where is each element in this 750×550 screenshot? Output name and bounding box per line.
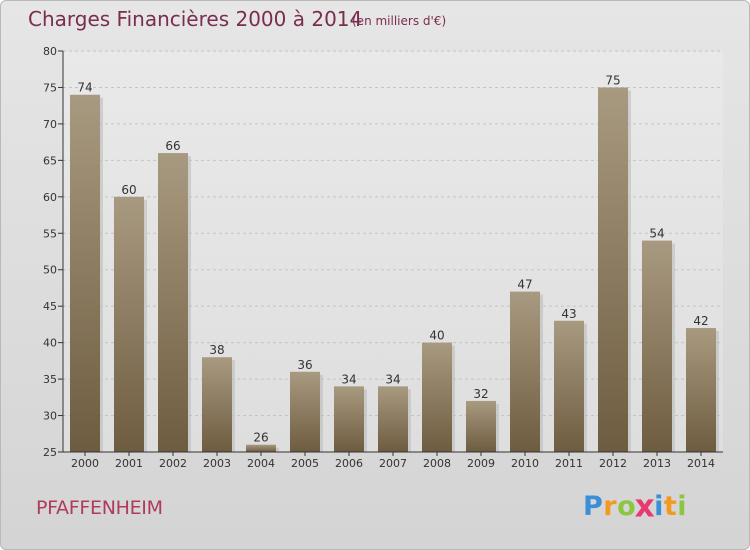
bar-chart: 25 30 35 40 45 50 55 60 65 70 75 80 74 60 66 38 26 36 34 3… [43,45,723,470]
bar-2014 [686,328,716,452]
bar-2002 [158,153,188,452]
data-label: 40 [429,329,444,343]
x-tick-label: 2014 [687,457,715,470]
logo-letter: P [583,491,604,522]
logo-letter: i [677,491,688,522]
bar-2013 [642,240,672,452]
x-tick-label: 2012 [599,457,627,470]
x-tick-label: 2005 [291,457,319,470]
data-label: 47 [517,278,532,292]
y-tick-label: 35 [43,373,57,386]
data-label: 66 [165,139,180,153]
data-label: 43 [561,307,576,321]
x-tick-label: 2008 [423,457,451,470]
y-tick-label: 55 [43,227,57,240]
y-tick-label: 40 [43,337,57,350]
data-label: 74 [77,81,92,95]
y-tick-label: 30 [43,410,57,423]
bars [70,87,719,453]
data-label: 38 [209,343,224,357]
data-labels: 74 60 66 38 26 36 34 34 40 32 47 43 75 54 42 [77,73,708,444]
x-tick-label: 2002 [159,457,187,470]
bar-2003 [202,357,232,452]
logo-letter: o [617,491,637,522]
y-tick-label: 70 [43,118,57,131]
y-axis: 25 30 35 40 45 50 55 60 65 70 75 80 [43,45,64,459]
y-tick-label: 80 [43,45,57,58]
bar-2001 [114,196,144,452]
x-tick-label: 2004 [247,457,275,470]
bar-2010 [510,291,540,452]
data-label: 34 [385,372,400,386]
x-tick-label: 2006 [335,457,363,470]
chart-subtitle: (en milliers d'€) [352,14,447,28]
chart-title: Charges Financières 2000 à 2014 [28,7,363,31]
x-tick-label: 2010 [511,457,539,470]
bar-2000 [70,94,100,452]
data-label: 32 [473,387,488,401]
logo-letter: r [603,491,618,522]
x-axis: 2000 2001 2002 2003 2004 2005 2006 2007 2008 2009… [63,451,723,470]
y-tick-label: 45 [43,300,57,313]
bar-2012 [598,87,628,453]
logo-letter: t [663,491,678,522]
bar-2005 [290,371,320,452]
place-name: PFAFFENHEIM [36,497,163,519]
data-label: 36 [297,358,312,372]
x-tick-label: 2011 [555,457,583,470]
x-tick-label: 2009 [467,457,495,470]
bar-2009 [466,400,496,452]
bar-2011 [554,320,584,452]
y-tick-label: 50 [43,264,57,277]
data-label: 75 [605,73,620,87]
y-tick-label: 75 [43,81,57,94]
bar-2008 [422,342,452,452]
data-label: 26 [253,431,268,445]
bar-2004 [246,444,276,452]
x-tick-label: 2013 [643,457,671,470]
x-tick-label: 2001 [115,457,143,470]
bar-2006 [334,386,364,452]
data-label: 60 [121,183,136,197]
x-tick-label: 2007 [379,457,407,470]
x-tick-label: 2003 [203,457,231,470]
x-tick-label: 2000 [71,457,99,470]
y-tick-label: 65 [43,154,57,167]
data-label: 42 [693,314,708,328]
data-label: 34 [341,372,356,386]
data-label: 54 [649,227,664,241]
y-tick-label: 60 [43,191,57,204]
logo-letter: x [634,488,656,525]
bar-2007 [378,386,408,452]
logo-letter: i [654,491,664,522]
y-tick-label: 25 [43,446,57,459]
proxiti-logo[interactable]: Proxiti [583,488,688,525]
